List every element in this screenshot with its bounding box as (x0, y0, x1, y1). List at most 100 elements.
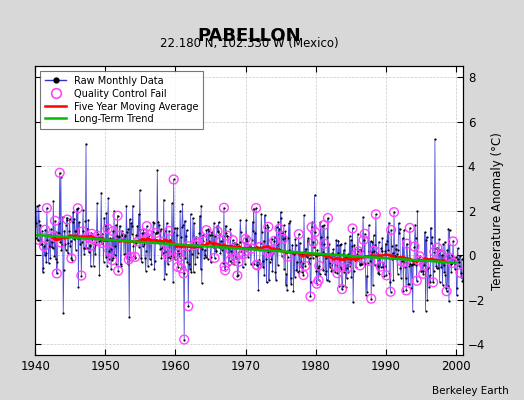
Point (252, 205, 260, 211)
Point (430, 248, 439, 255)
Point (292, 242, 300, 248)
Point (69, 219, 77, 225)
Point (320, 222, 328, 228)
Point (189, 269, 198, 276)
Point (304, 260, 313, 266)
Point (427, 224, 435, 231)
Point (412, 278, 421, 284)
Point (176, 254, 184, 260)
Point (435, 236, 443, 242)
Point (314, 277, 323, 284)
Point (310, 244, 318, 250)
Point (108, 228, 117, 234)
Point (294, 231, 303, 237)
Point (38, 228, 47, 234)
Point (93, 200, 101, 207)
Point (429, 244, 437, 250)
Point (136, 187, 144, 194)
Point (196, 212, 204, 219)
Point (282, 282, 290, 288)
Point (64, 250, 72, 256)
Point (73, 235, 81, 242)
Point (284, 235, 292, 241)
Point (172, 243, 180, 250)
Point (78, 228, 86, 234)
Point (137, 255, 145, 261)
Point (103, 263, 111, 270)
Point (46, 254, 54, 261)
Point (210, 219, 218, 226)
Point (82, 245, 91, 252)
Point (126, 254, 135, 260)
Point (341, 284, 350, 290)
Point (248, 218, 257, 225)
Point (446, 255, 454, 261)
Point (336, 241, 345, 247)
Point (344, 251, 352, 258)
Point (91, 242, 99, 248)
Point (56, 170, 64, 176)
Point (157, 255, 166, 261)
Point (41, 226, 49, 233)
Point (442, 288, 451, 294)
Point (283, 253, 292, 260)
Point (114, 268, 123, 274)
Point (319, 267, 328, 273)
Point (389, 276, 398, 283)
Point (331, 268, 339, 275)
Point (64, 240, 73, 246)
Point (223, 232, 232, 239)
Point (35, 218, 43, 224)
Point (203, 236, 211, 243)
Point (275, 246, 283, 252)
Point (253, 262, 261, 268)
Point (124, 226, 132, 232)
Point (348, 225, 357, 232)
Point (70, 216, 79, 222)
Point (338, 286, 346, 292)
Point (313, 246, 322, 253)
Point (102, 210, 111, 216)
Point (224, 261, 233, 268)
Point (183, 243, 192, 249)
Point (235, 249, 243, 256)
Point (99, 237, 107, 243)
Point (106, 235, 114, 241)
Point (391, 242, 400, 248)
Point (80, 245, 88, 251)
Point (245, 246, 254, 252)
Point (177, 265, 185, 272)
Point (319, 249, 327, 256)
Point (186, 266, 194, 272)
Point (214, 219, 223, 226)
Point (424, 264, 432, 270)
Point (250, 230, 259, 236)
Point (100, 215, 108, 221)
Point (108, 257, 116, 263)
Point (148, 229, 157, 235)
Point (76, 240, 84, 247)
Point (153, 167, 161, 173)
Point (199, 238, 208, 244)
Point (344, 268, 353, 275)
Point (86, 263, 95, 270)
Point (365, 222, 373, 228)
Point (452, 292, 461, 298)
Point (104, 195, 113, 202)
Point (259, 264, 267, 270)
Point (282, 270, 291, 277)
Point (279, 222, 288, 228)
Point (431, 136, 439, 142)
Point (174, 250, 183, 256)
Point (192, 238, 201, 245)
Point (432, 265, 441, 272)
Point (161, 271, 170, 277)
Point (42, 259, 50, 266)
Point (331, 262, 340, 269)
Point (354, 248, 363, 254)
Point (134, 238, 142, 245)
Point (421, 307, 430, 314)
Point (224, 245, 232, 251)
Point (158, 249, 167, 256)
Point (294, 231, 303, 237)
